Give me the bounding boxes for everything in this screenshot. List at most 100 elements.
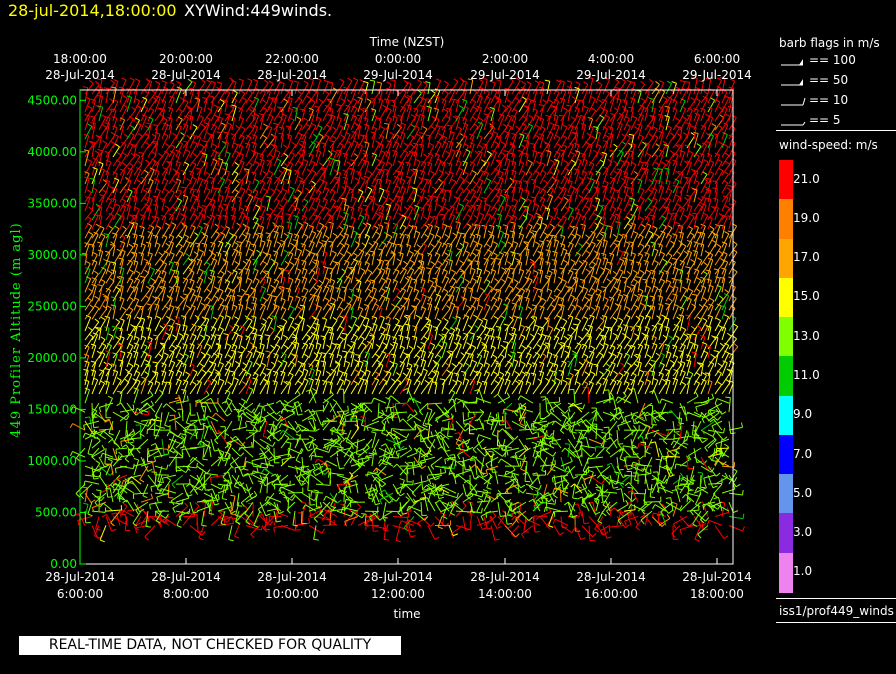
barb-flag [253, 524, 259, 528]
wind-barb [536, 447, 548, 454]
wind-barb [233, 474, 240, 487]
wind-barb [343, 373, 348, 386]
barb-flag [616, 488, 622, 491]
barb-flag [104, 326, 110, 329]
wind-barb [420, 475, 424, 491]
barb-flag [135, 527, 138, 533]
wind-barb [259, 406, 263, 422]
wind-barb [462, 344, 472, 359]
barb-flag [618, 415, 623, 420]
wind-barb [540, 440, 555, 449]
wind-barb [308, 437, 314, 449]
wind-barb [175, 380, 182, 395]
wind-barb [126, 254, 136, 266]
barb-flag [733, 510, 739, 514]
wind-barb [189, 418, 205, 422]
wind-barb [616, 395, 627, 404]
barb-flag [143, 402, 148, 407]
wind-barb [709, 402, 723, 411]
barb-flag [206, 296, 211, 301]
barb-flag [438, 333, 444, 338]
barb-flag [653, 377, 659, 381]
barb-flag [636, 325, 642, 328]
wind-barb [154, 362, 158, 377]
barb-flag [669, 359, 675, 364]
barb-flag [196, 462, 198, 469]
wind-barb [497, 356, 505, 368]
barb-flag [383, 369, 388, 374]
wind-barb [434, 483, 440, 499]
wind-barb [511, 317, 518, 332]
wind-barb [336, 483, 343, 495]
wind-barb [658, 381, 667, 395]
barb-flag [132, 233, 138, 236]
barb-flag [331, 250, 337, 254]
wind-barb [140, 395, 154, 404]
wind-barb [291, 402, 303, 411]
barb-flag [462, 502, 467, 507]
wind-barb [140, 418, 157, 422]
barb-flag [345, 441, 351, 445]
barb-flag [239, 452, 245, 457]
barb-flag [115, 318, 120, 323]
wind-barb [343, 346, 352, 359]
barb-flag [87, 297, 92, 301]
wind-barb [728, 426, 743, 431]
barb-flag [563, 477, 568, 482]
wind-barb [336, 356, 343, 368]
barb-flag [326, 303, 332, 307]
wind-barb [245, 516, 255, 525]
barb-flag [224, 451, 230, 455]
wind-barb [293, 494, 303, 503]
barb-flag [228, 454, 231, 460]
barb-flag [189, 363, 195, 366]
wind-barb [322, 373, 331, 386]
barb-flag [128, 306, 134, 311]
wind-barb [605, 500, 611, 512]
barb-flag [164, 332, 170, 336]
wind-barb [119, 392, 123, 404]
barb-flag [493, 393, 498, 398]
barb-flag [520, 334, 526, 338]
barb-flag [723, 314, 729, 318]
barb-flag [142, 343, 148, 347]
barb-flag [242, 260, 248, 265]
wind-barb [623, 346, 632, 359]
wind-barb [588, 516, 599, 527]
wind-barb [305, 504, 317, 512]
barb-flag [495, 336, 501, 339]
barb-flag [127, 478, 130, 484]
barb-flag [110, 304, 116, 307]
barb-flag [630, 461, 634, 468]
barb-flag [497, 458, 502, 464]
wind-barb [427, 362, 438, 377]
barb-flag [731, 315, 737, 319]
barb-flag [181, 433, 187, 436]
barb-flag [714, 460, 718, 466]
wind-barb [175, 506, 189, 517]
barb-flag [570, 483, 575, 488]
wind-barb [497, 513, 507, 526]
wind-barb [476, 397, 492, 404]
wind-barb [714, 525, 725, 539]
barb-flag [339, 336, 344, 340]
barb-flag [704, 447, 709, 452]
barb-flag [571, 528, 576, 533]
wind-barb [301, 363, 306, 377]
barb-flag [436, 354, 442, 358]
wind-barb [716, 460, 730, 467]
barb-flag [186, 395, 189, 401]
barb-flag [130, 437, 135, 442]
wind-barb [301, 429, 315, 432]
wind-barb [553, 465, 566, 472]
barb-flag [307, 441, 313, 444]
barb-flag [128, 243, 134, 248]
wind-barb [525, 364, 532, 377]
barb-flag [83, 353, 89, 357]
wind-barb [308, 329, 317, 341]
barb-flag [276, 410, 281, 415]
barb-flag [512, 359, 518, 362]
wind-barb [259, 364, 267, 377]
barb-flag [457, 400, 462, 404]
barb-flag [498, 428, 503, 433]
